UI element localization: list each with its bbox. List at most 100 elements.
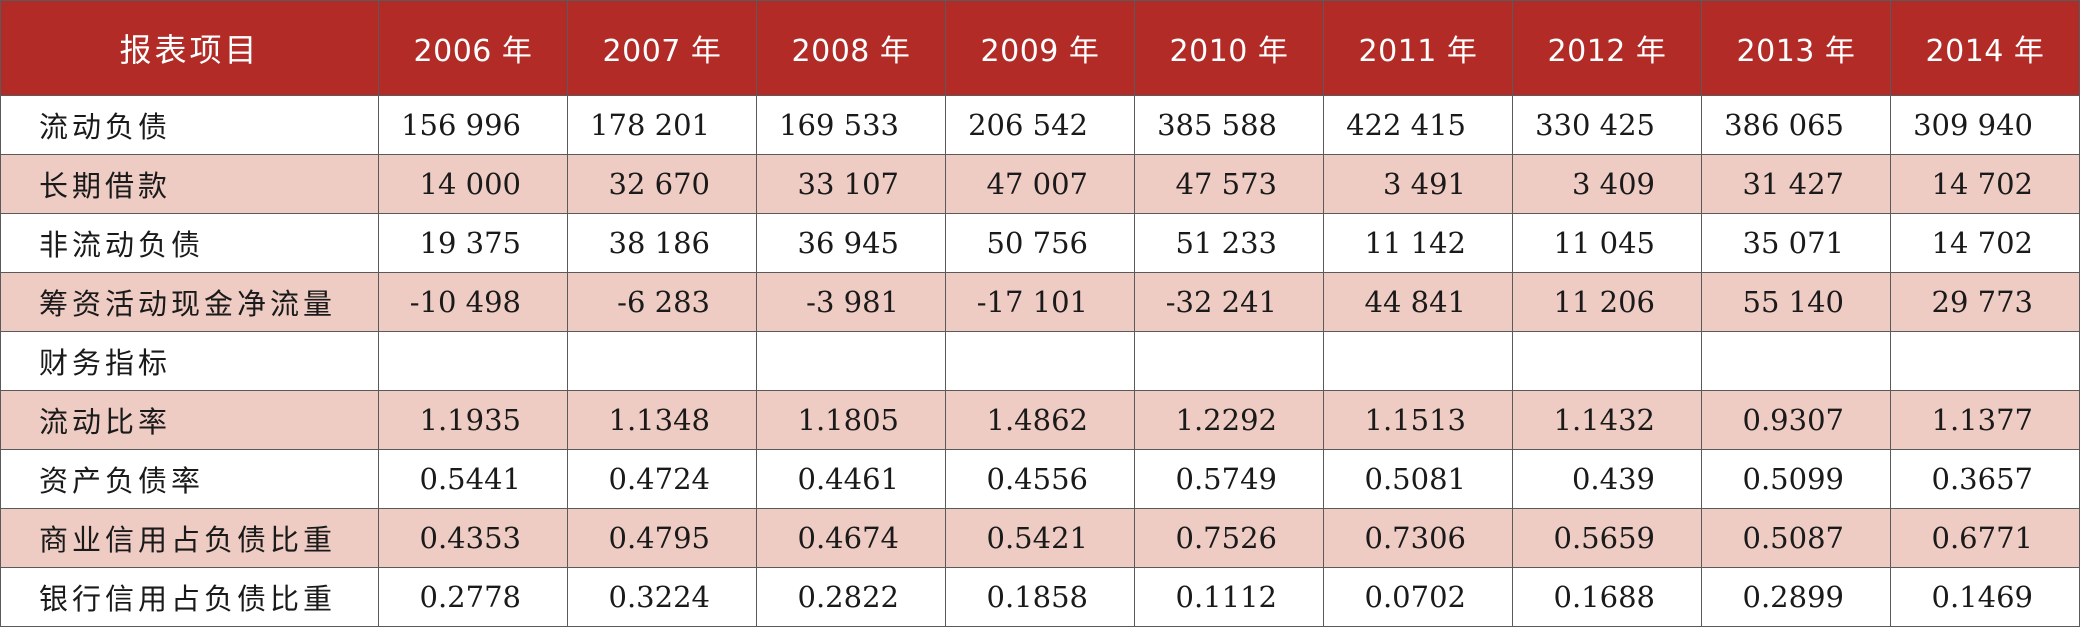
- value-cell: 0.5081: [1323, 449, 1513, 509]
- value-cell: 44 841: [1323, 272, 1513, 332]
- row-label: 商业信用占负债比重: [0, 508, 379, 568]
- value-cell: 1.4862: [945, 390, 1135, 450]
- table-body: 流动负债 156 996 178 201 169 533 206 542 385 588 4…: [0, 95, 2080, 627]
- value-cell: 19 375: [378, 213, 568, 273]
- value-cell: [1701, 331, 1891, 391]
- column-header-year: 2013 年: [1701, 0, 1891, 96]
- column-header-item: 报表项目: [0, 0, 379, 96]
- value-cell: 0.9307: [1701, 390, 1891, 450]
- value-cell: 33 107: [756, 154, 946, 214]
- table-row: 非流动负债 19 375 38 186 36 945 50 756 51 233 11 14…: [0, 213, 2080, 273]
- row-label: 财务指标: [0, 331, 379, 391]
- value-cell: 11 045: [1512, 213, 1702, 273]
- value-cell: 0.4556: [945, 449, 1135, 509]
- value-cell: 309 940: [1890, 95, 2080, 155]
- value-cell: -6 283: [567, 272, 757, 332]
- column-header-year: 2012 年: [1512, 0, 1702, 96]
- value-cell: 0.4353: [378, 508, 568, 568]
- value-cell: [1890, 331, 2080, 391]
- value-cell: 47 573: [1134, 154, 1324, 214]
- value-cell: 0.4795: [567, 508, 757, 568]
- value-cell: -17 101: [945, 272, 1135, 332]
- value-cell: 206 542: [945, 95, 1135, 155]
- value-cell: 1.2292: [1134, 390, 1324, 450]
- value-cell: 3 409: [1512, 154, 1702, 214]
- row-label: 资产负债率: [0, 449, 379, 509]
- value-cell: 0.5087: [1701, 508, 1891, 568]
- value-cell: 0.4461: [756, 449, 946, 509]
- value-cell: 0.439: [1512, 449, 1702, 509]
- value-cell: 36 945: [756, 213, 946, 273]
- value-cell: 0.4724: [567, 449, 757, 509]
- value-cell: 0.0702: [1323, 567, 1513, 627]
- value-cell: 35 071: [1701, 213, 1891, 273]
- value-cell: 14 000: [378, 154, 568, 214]
- value-cell: 0.5659: [1512, 508, 1702, 568]
- value-cell: 14 702: [1890, 154, 2080, 214]
- value-cell: 330 425: [1512, 95, 1702, 155]
- value-cell: 156 996: [378, 95, 568, 155]
- row-label: 非流动负债: [0, 213, 379, 273]
- value-cell: 1.1348: [567, 390, 757, 450]
- table-row: 流动负债 156 996 178 201 169 533 206 542 385 588 4…: [0, 95, 2080, 155]
- column-header-year: 2006 年: [378, 0, 568, 96]
- value-cell: -10 498: [378, 272, 568, 332]
- value-cell: 0.5099: [1701, 449, 1891, 509]
- value-cell: 0.3657: [1890, 449, 2080, 509]
- value-cell: [1323, 331, 1513, 391]
- value-cell: 14 702: [1890, 213, 2080, 273]
- column-header-year: 2007 年: [567, 0, 757, 96]
- column-header-year: 2009 年: [945, 0, 1135, 96]
- value-cell: 0.3224: [567, 567, 757, 627]
- value-cell: 0.1858: [945, 567, 1135, 627]
- value-cell: 0.1469: [1890, 567, 2080, 627]
- value-cell: 0.1688: [1512, 567, 1702, 627]
- table-row: 商业信用占负债比重 0.4353 0.4795 0.4674 0.5421 0.7526 0…: [0, 508, 2080, 568]
- table-row: 财务指标: [0, 331, 2080, 391]
- value-cell: 1.1513: [1323, 390, 1513, 450]
- value-cell: 0.7526: [1134, 508, 1324, 568]
- value-cell: 386 065: [1701, 95, 1891, 155]
- value-cell: [1512, 331, 1702, 391]
- column-header-year: 2011 年: [1323, 0, 1513, 96]
- value-cell: 51 233: [1134, 213, 1324, 273]
- row-label: 流动比率: [0, 390, 379, 450]
- value-cell: [1134, 331, 1324, 391]
- value-cell: 0.5421: [945, 508, 1135, 568]
- value-cell: 0.1112: [1134, 567, 1324, 627]
- value-cell: 0.5441: [378, 449, 568, 509]
- value-cell: -3 981: [756, 272, 946, 332]
- value-cell: 178 201: [567, 95, 757, 155]
- value-cell: [567, 331, 757, 391]
- row-label: 流动负债: [0, 95, 379, 155]
- value-cell: 0.4674: [756, 508, 946, 568]
- column-header-year: 2014 年: [1890, 0, 2080, 96]
- value-cell: 50 756: [945, 213, 1135, 273]
- table-row: 筹资活动现金净流量 -10 498 -6 283 -3 981 -17 101 -32 2…: [0, 272, 2080, 332]
- value-cell: 3 491: [1323, 154, 1513, 214]
- row-label: 银行信用占负债比重: [0, 567, 379, 627]
- value-cell: 0.2778: [378, 567, 568, 627]
- row-label: 筹资活动现金净流量: [0, 272, 379, 332]
- value-cell: 169 533: [756, 95, 946, 155]
- value-cell: 385 588: [1134, 95, 1324, 155]
- value-cell: [378, 331, 568, 391]
- table-row: 长期借款 14 000 32 670 33 107 47 007 47 573 3 491 3…: [0, 154, 2080, 214]
- value-cell: 38 186: [567, 213, 757, 273]
- value-cell: 0.2822: [756, 567, 946, 627]
- value-cell: 422 415: [1323, 95, 1513, 155]
- value-cell: 0.5749: [1134, 449, 1324, 509]
- value-cell: [756, 331, 946, 391]
- value-cell: 1.1432: [1512, 390, 1702, 450]
- table-row: 资产负债率 0.5441 0.4724 0.4461 0.4556 0.5749 0.508…: [0, 449, 2080, 509]
- value-cell: [945, 331, 1135, 391]
- value-cell: 32 670: [567, 154, 757, 214]
- table-header: 报表项目 2006 年 2007 年 2008 年 2009 年 2010 年 …: [0, 0, 2080, 96]
- value-cell: 29 773: [1890, 272, 2080, 332]
- value-cell: 55 140: [1701, 272, 1891, 332]
- value-cell: 1.1377: [1890, 390, 2080, 450]
- value-cell: 1.1805: [756, 390, 946, 450]
- value-cell: 0.2899: [1701, 567, 1891, 627]
- row-label: 长期借款: [0, 154, 379, 214]
